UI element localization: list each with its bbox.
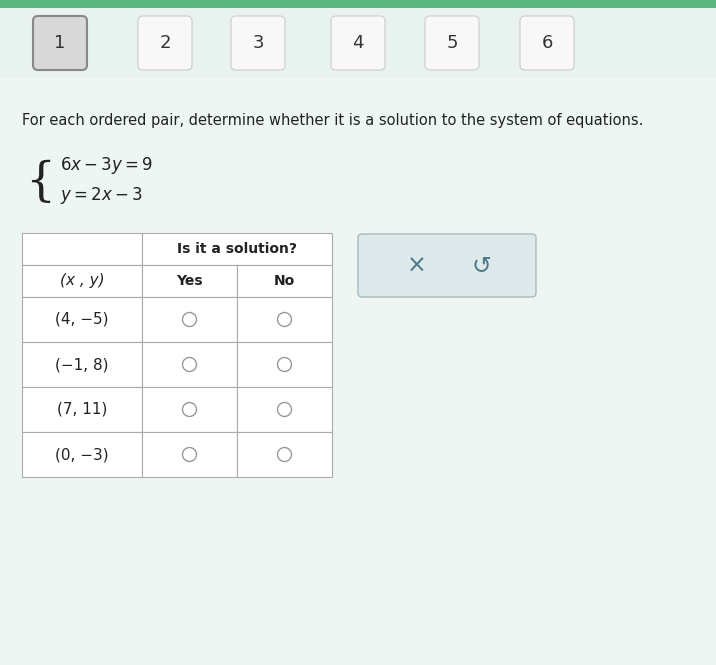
Bar (22, 342, 142, 387)
Text: Is it a solution?: Is it a solution? (177, 242, 297, 256)
Text: 6: 6 (541, 34, 553, 52)
Text: $6x-3y=9$: $6x-3y=9$ (60, 154, 153, 176)
FancyBboxPatch shape (425, 16, 479, 70)
Bar (142, 342, 237, 387)
Text: {: { (25, 160, 55, 205)
Bar (237, 342, 332, 387)
Text: (x , y): (x , y) (59, 273, 105, 289)
Text: (7, 11): (7, 11) (57, 402, 107, 417)
Bar (22, 297, 142, 342)
FancyBboxPatch shape (231, 16, 285, 70)
Text: (−1, 8): (−1, 8) (55, 357, 109, 372)
Bar (22, 233, 142, 265)
Text: 5: 5 (446, 34, 458, 52)
Text: 3: 3 (252, 34, 263, 52)
Bar (22, 432, 142, 477)
Text: For each ordered pair, determine whether it is a solution to the system of equat: For each ordered pair, determine whether… (22, 112, 644, 128)
Text: (0, −3): (0, −3) (55, 447, 109, 462)
FancyBboxPatch shape (358, 234, 536, 297)
FancyBboxPatch shape (520, 16, 574, 70)
Text: $y=2x-3$: $y=2x-3$ (60, 184, 142, 205)
Bar (22, 265, 142, 297)
Bar (142, 432, 237, 477)
Text: Yes: Yes (176, 274, 203, 288)
FancyBboxPatch shape (138, 16, 192, 70)
Text: (4, −5): (4, −5) (55, 312, 109, 327)
Bar (22, 387, 142, 432)
Bar (237, 432, 332, 477)
Text: ↺: ↺ (471, 253, 491, 277)
Text: No: No (274, 274, 295, 288)
Bar (142, 233, 332, 265)
FancyBboxPatch shape (33, 16, 87, 70)
FancyBboxPatch shape (331, 16, 385, 70)
Bar (142, 265, 237, 297)
Text: 4: 4 (352, 34, 364, 52)
Bar (237, 387, 332, 432)
Text: 1: 1 (54, 34, 66, 52)
Bar (0, 8, 716, 78)
Text: ×: × (407, 253, 426, 277)
Text: 2: 2 (159, 34, 170, 52)
Bar (142, 297, 237, 342)
Bar (237, 297, 332, 342)
Bar (142, 387, 237, 432)
Bar (0, 0, 716, 8)
Bar (237, 265, 332, 297)
